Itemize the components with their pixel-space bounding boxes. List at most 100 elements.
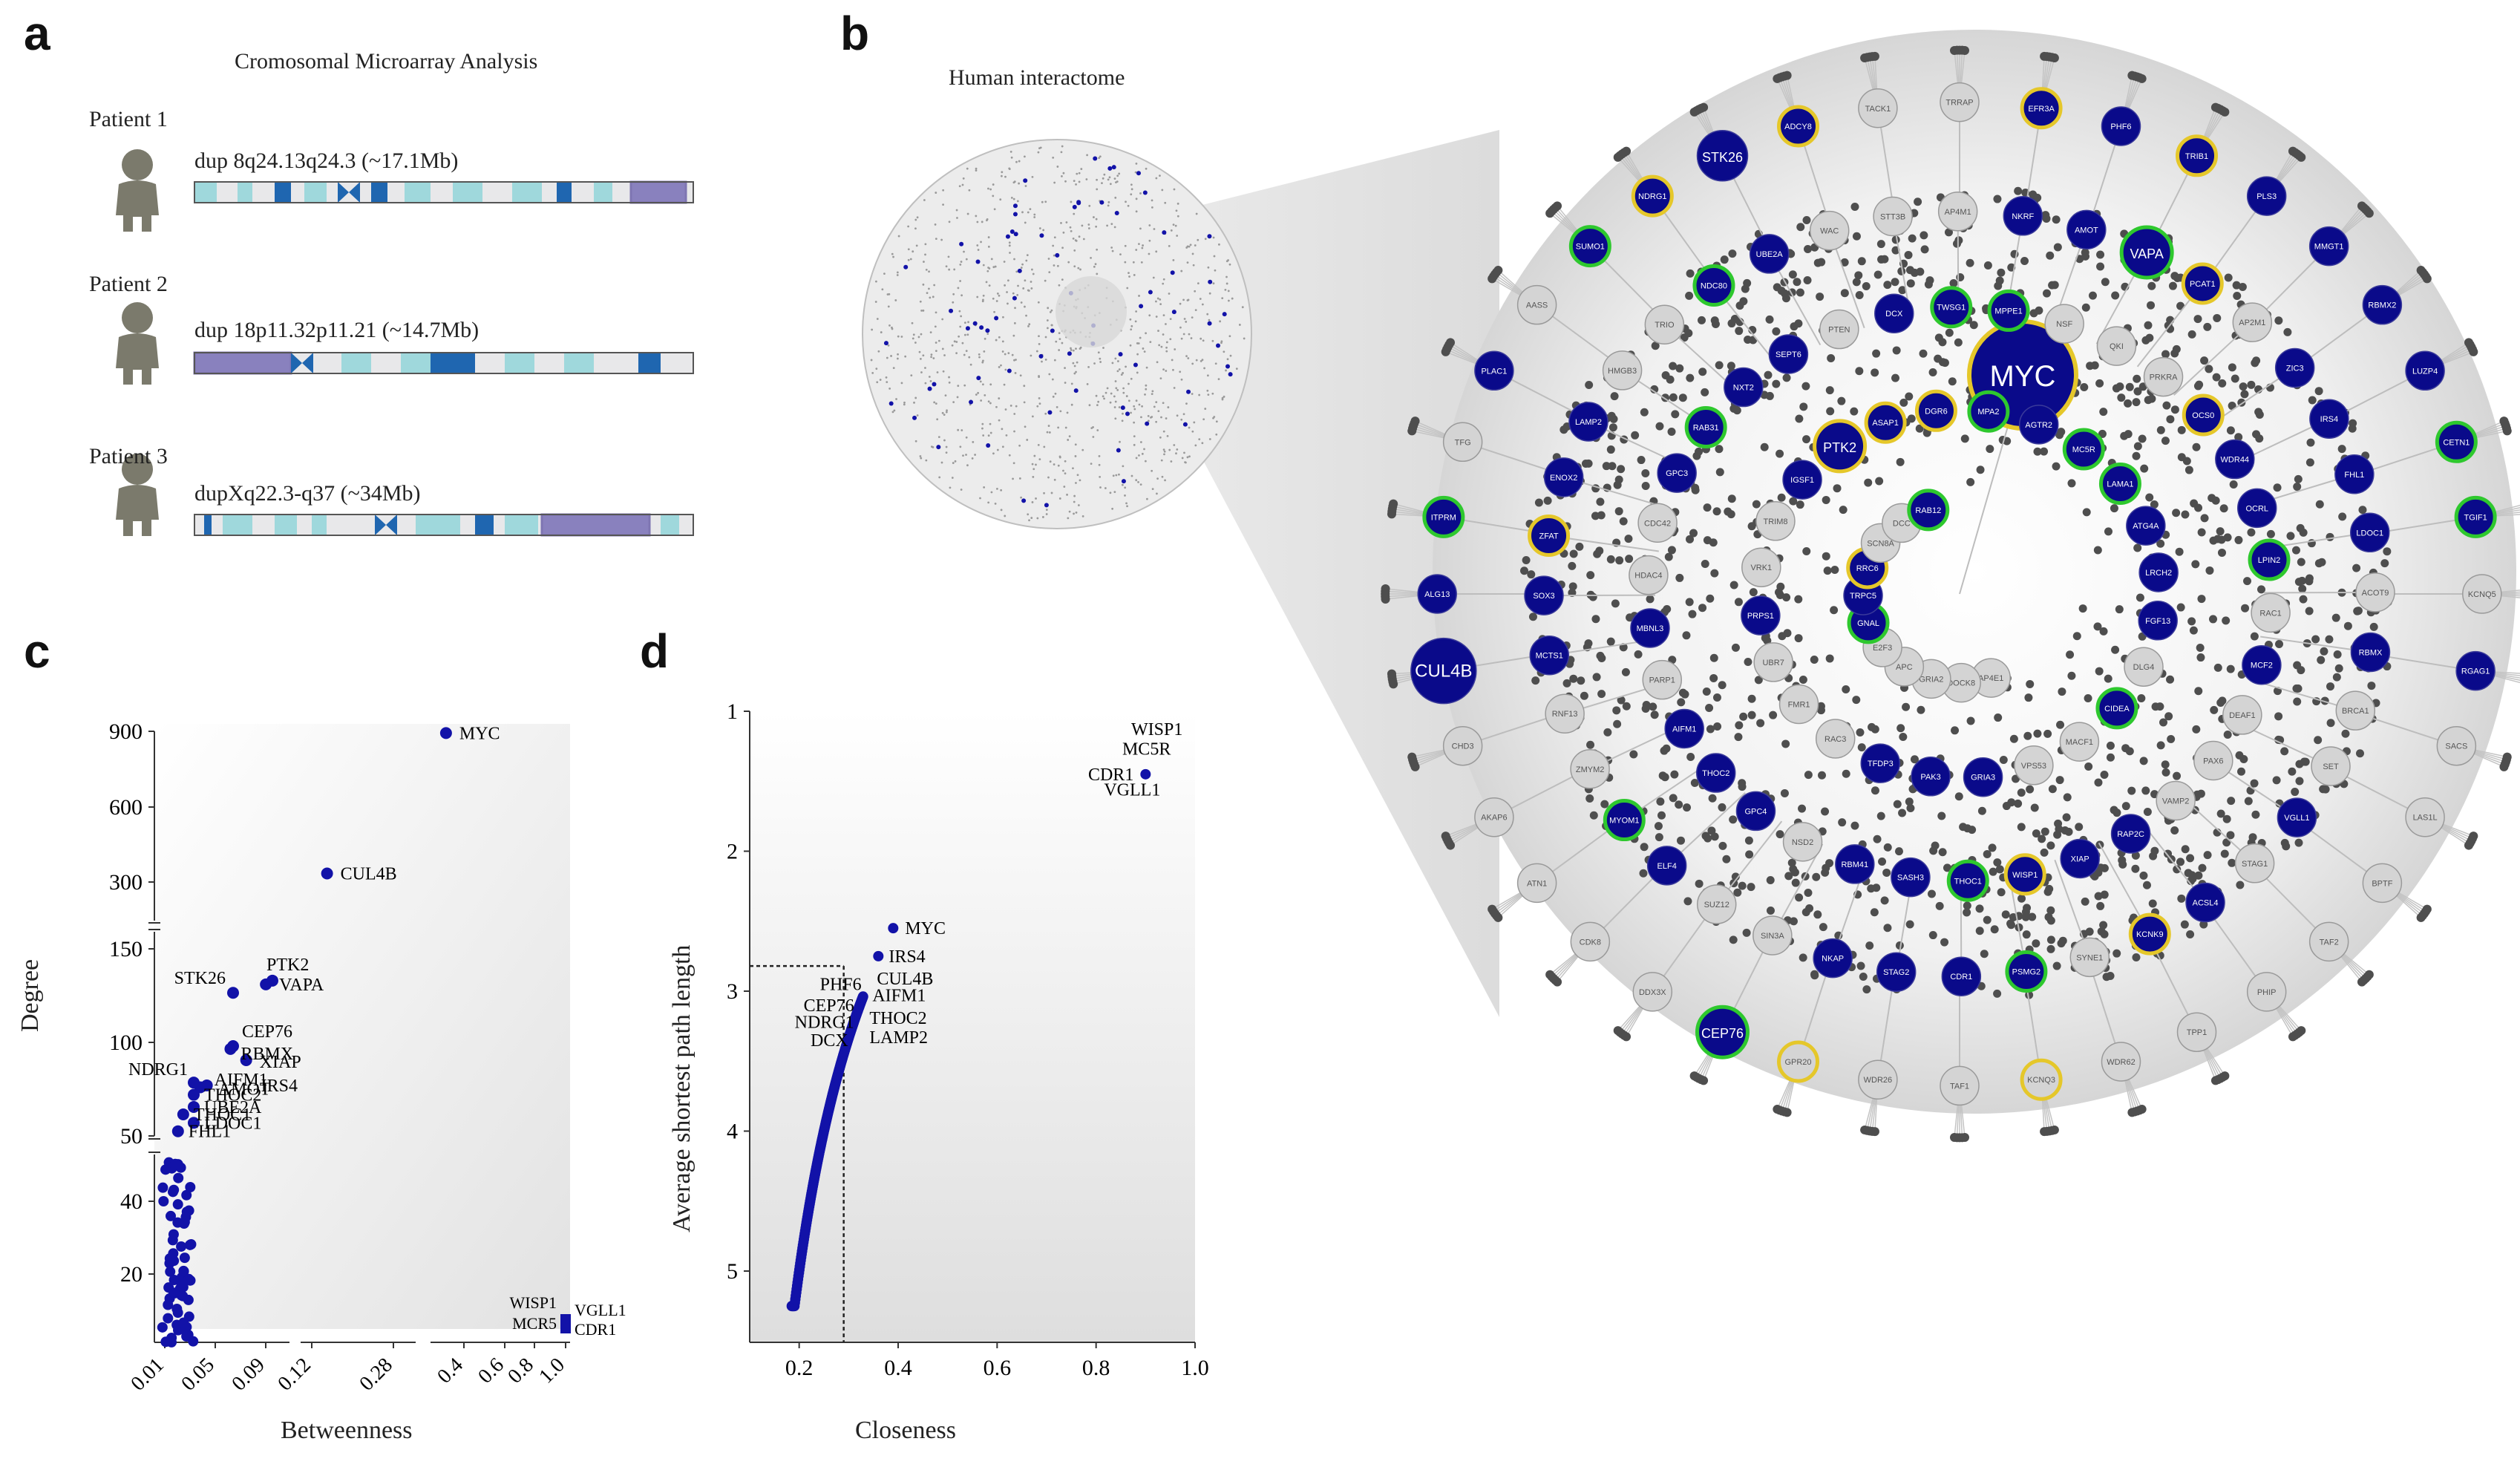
interactome-dot [1197, 238, 1200, 241]
node-pten: PTEN [1819, 309, 1859, 350]
node-wdr62: WDR62 [2101, 1042, 2141, 1082]
neighbor-dot [2075, 823, 2084, 832]
neighbor-dot [1641, 468, 1650, 477]
interactome-dot [1053, 264, 1056, 267]
neighbor-dot [1562, 679, 1571, 687]
interactome-dot [1073, 500, 1076, 503]
interactome-dot [1186, 261, 1189, 264]
interactome-dot [958, 310, 961, 313]
neighbor-dot [2080, 382, 2089, 391]
interactome-dot [1094, 263, 1097, 266]
interactome-dot [1113, 406, 1116, 408]
interactome-dot [1190, 337, 1193, 339]
interactome-dot [1018, 160, 1021, 163]
interactome-dot [1098, 463, 1101, 466]
neighbor-dot [1658, 771, 1667, 780]
svg-text:SASH3: SASH3 [1897, 874, 1924, 883]
neighbor-dot [1891, 373, 1899, 382]
interactome-dot [982, 359, 984, 362]
neighbor-dot [2197, 528, 2206, 537]
neighbor-dot [2196, 653, 2205, 662]
neighbor-dot [1655, 833, 1663, 842]
neighbor-dot [1727, 319, 1736, 328]
neighbor-dot [2111, 291, 2120, 300]
neighbor-dot [1842, 769, 1850, 778]
interactome-dot [1175, 452, 1177, 455]
svg-text:QKI: QKI [2110, 342, 2124, 351]
svg-text:LDOC1: LDOC1 [2356, 529, 2383, 538]
node-atn1: ATN1 [1516, 863, 1557, 904]
neighbor-dot [1919, 349, 1928, 358]
interactome-dot [1043, 445, 1046, 448]
interactome-dot [1036, 405, 1039, 408]
interactome-dot [1038, 458, 1041, 461]
interactome-dot [1018, 477, 1021, 480]
neighbor-dot [1989, 867, 1997, 876]
neighbor-dot [1663, 604, 1672, 613]
interactome-dot [963, 321, 966, 324]
node-tfdp3: TFDP3 [1860, 743, 1901, 783]
neighbor-dot [1804, 245, 1812, 254]
interactome-dot [993, 208, 996, 211]
node-brca1: BRCA1 [2335, 690, 2376, 731]
interactome-dot [1124, 486, 1127, 489]
d-label-myc: MYC [905, 919, 946, 938]
interactome-dot [1139, 227, 1142, 230]
interactome-dot [1191, 252, 1194, 255]
neighbor-dot [2042, 214, 2051, 223]
interactome-dot [1181, 457, 1184, 460]
interactome-dot [887, 344, 890, 347]
interactome-dot [1135, 399, 1138, 402]
interactome-dot [1070, 403, 1073, 406]
neighbor-dot [1586, 740, 1595, 749]
node-kcnq3: KCNQ3 [2020, 1058, 2063, 1101]
interactome-dot [1116, 370, 1119, 373]
interactome-dot [1038, 227, 1041, 229]
interactome-dot [986, 218, 989, 221]
interactome-dot [941, 347, 944, 350]
svg-text:AP2M1: AP2M1 [2239, 319, 2265, 327]
interactome-dot [1047, 425, 1050, 427]
interactome-dot [966, 167, 969, 170]
svg-text:E2F3: E2F3 [1873, 644, 1892, 653]
interactome-seed-dot [986, 443, 991, 448]
svg-text:BRCA1: BRCA1 [2342, 707, 2369, 716]
patient-1-dup: dup 8q24.13q24.3 (~17.1Mb) [194, 148, 459, 173]
neighbor-dot [1857, 257, 1866, 266]
neighbor-dot [2189, 626, 2198, 635]
interactome-dot [1110, 392, 1113, 395]
neighbor-dot [2218, 379, 2227, 388]
interactome-dot [1194, 309, 1197, 312]
interactome-dot [960, 294, 963, 297]
neighbor-dot [2084, 762, 2093, 771]
svg-text:SUMO1: SUMO1 [1576, 243, 1605, 252]
neighbor-dot [2096, 262, 2105, 271]
interactome-dot [914, 342, 917, 344]
neighbor-dot [2138, 434, 2147, 443]
interactome-dot [1029, 208, 1032, 211]
interactome-dot [1031, 501, 1034, 503]
interactome-dot [1179, 370, 1182, 373]
interactome-dot [1115, 181, 1117, 184]
neighbor-dot [1727, 494, 1736, 503]
neighbor-dot [2196, 789, 2205, 798]
neighbor-dot [1990, 925, 1999, 934]
interactome-dot [972, 441, 975, 443]
neighbor-dot [1850, 821, 1859, 830]
interactome-dot [1130, 474, 1133, 477]
neighbor-dot [1822, 863, 1830, 872]
interactome-dot [1049, 460, 1052, 463]
neighbor-dot [2094, 778, 2103, 787]
svg-text:WDR44: WDR44 [2221, 456, 2250, 465]
neighbor-dot [2144, 321, 2153, 330]
neighbor-dot [2150, 846, 2159, 855]
interactome-dot [1073, 372, 1076, 375]
interactome-dot [917, 336, 920, 339]
neighbor-dot [2305, 577, 2314, 586]
node-efr3a: EFR3A [2020, 87, 2063, 130]
interactome-dot [1110, 223, 1113, 226]
interactome-dot [1099, 486, 1102, 489]
interactome-dot [1133, 405, 1136, 408]
neighbor-dot [2085, 927, 2094, 936]
interactome-dot [1155, 401, 1158, 404]
